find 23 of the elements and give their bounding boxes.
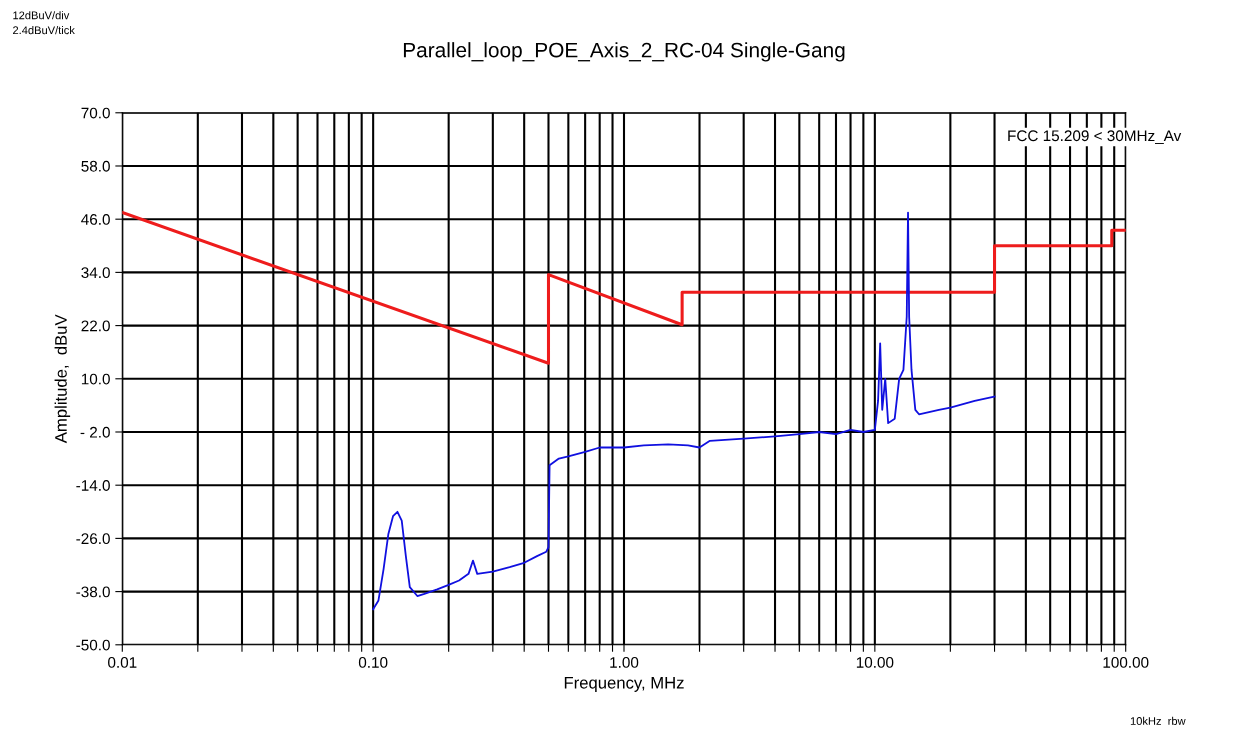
text: FCC 15.209 < 30MHz_Av (1008, 130, 1182, 145)
y-tick-label: 70.0 (81, 107, 110, 119)
y-tick-label: 34.0 (81, 267, 110, 279)
x-tick-label: 0.01 (108, 657, 137, 668)
x-tick-label: 10.00 (856, 657, 894, 668)
text: 2.4dBuV/tick (13, 25, 75, 35)
y-tick-label: 58.0 (81, 160, 110, 172)
y-tick-label: 46.0 (81, 214, 110, 225)
y-tick-label: 10.0 (81, 373, 110, 385)
y-axis-title: Amplitude, dBuV (54, 314, 71, 444)
y-tick-label: - 2.0 (80, 426, 110, 438)
text: 10kHz rbw (1130, 716, 1186, 725)
y-tick-label: -14.0 (76, 480, 110, 491)
y-tick-label: -26.0 (76, 533, 110, 545)
y-tick-label: 22.0 (81, 320, 110, 332)
x-tick-label: 1.00 (610, 657, 639, 668)
y-tick-label: -38.0 (76, 586, 110, 598)
y-tick-label: -50.0 (76, 639, 110, 651)
x-tick-label: 100.00 (1103, 657, 1149, 668)
x-tick-label: 0.10 (358, 657, 388, 668)
chart-title: Parallel_loop_POE_Axis_2_RC-04 Single-Gang (403, 42, 845, 62)
x-axis-title: Frequency, MHz (564, 677, 684, 692)
text: 12dBuV/div (13, 11, 70, 20)
